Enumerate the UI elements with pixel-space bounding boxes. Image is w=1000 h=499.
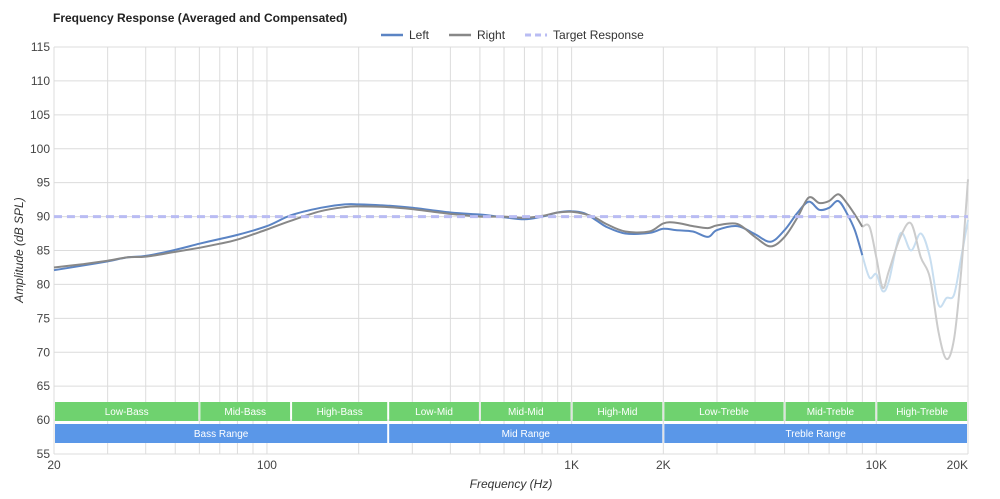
range-band-label: Mid Range: [502, 429, 551, 440]
y-tick-label: 115: [31, 40, 50, 54]
series-line: [53, 193, 864, 269]
series-layer: [53, 179, 969, 361]
range-band-label: High-Mid: [597, 407, 637, 418]
x-tick-label: 1K: [564, 458, 579, 472]
y-tick-label: 85: [37, 244, 51, 258]
range-band: [785, 402, 876, 421]
range-band: [389, 424, 663, 443]
x-tick-label: 2K: [656, 458, 671, 472]
range-band-label: Low-Mid: [415, 407, 453, 418]
legend-label: Left: [409, 28, 430, 42]
y-tick-label: 95: [37, 176, 51, 190]
range-band: [480, 402, 571, 421]
range-band: [664, 402, 784, 421]
y-tick-label: 110: [31, 74, 50, 88]
y-tick-label: 100: [30, 142, 50, 156]
y-tick-label: 105: [30, 108, 50, 122]
chart-title: Frequency Response (Averaged and Compens…: [53, 11, 347, 25]
legend-label: Target Response: [553, 28, 644, 42]
y-axis-label: Amplitude (dB SPL): [12, 197, 26, 303]
y-tick-label: 65: [37, 379, 51, 393]
legend: Left Right Target Response: [381, 28, 644, 42]
x-tick-label: 100: [257, 458, 277, 472]
range-band-label: Low-Bass: [105, 407, 149, 418]
range-band: [572, 402, 663, 421]
range-band: [292, 402, 388, 421]
range-band: [664, 424, 967, 443]
x-axis-label: Frequency (Hz): [470, 477, 553, 491]
y-tick-label: 75: [37, 311, 51, 325]
range-band: [877, 402, 967, 421]
range-band-label: Treble Range: [786, 429, 847, 440]
range-band-label: Mid-Bass: [224, 407, 266, 418]
x-tick-label: 20K: [947, 458, 968, 472]
range-band: [389, 402, 479, 421]
y-tick-label: 55: [37, 447, 51, 461]
range-band-label: Low-Treble: [699, 407, 749, 418]
range-band: [55, 402, 199, 421]
range-band-label: Mid-Mid: [508, 407, 544, 418]
y-tick-label: 60: [37, 413, 51, 427]
y-tick-label: 70: [37, 345, 51, 359]
y-tick-label: 90: [37, 210, 51, 224]
range-band-label: Mid-Treble: [807, 407, 855, 418]
faded-series-line: [861, 179, 969, 361]
range-bands: Low-Bass Mid-Bass High-Bass Low-Mid Mid-Mid H…: [55, 402, 967, 443]
y-tick-label: 80: [37, 277, 51, 291]
range-band: [200, 402, 291, 421]
legend-label: Right: [477, 28, 506, 42]
range-band: [55, 424, 388, 443]
range-band-label: Bass Range: [194, 429, 249, 440]
x-tick-label: 20: [47, 458, 61, 472]
axis-labels: 55 60 65 70 75 80 85 90 95 100 105 110 115 20 100 1K 2K 1…: [30, 40, 968, 472]
range-band-label: High-Treble: [896, 407, 948, 418]
x-tick-label: 10K: [866, 458, 887, 472]
range-band-label: High-Bass: [317, 407, 363, 418]
grid-layer: [53, 46, 969, 455]
